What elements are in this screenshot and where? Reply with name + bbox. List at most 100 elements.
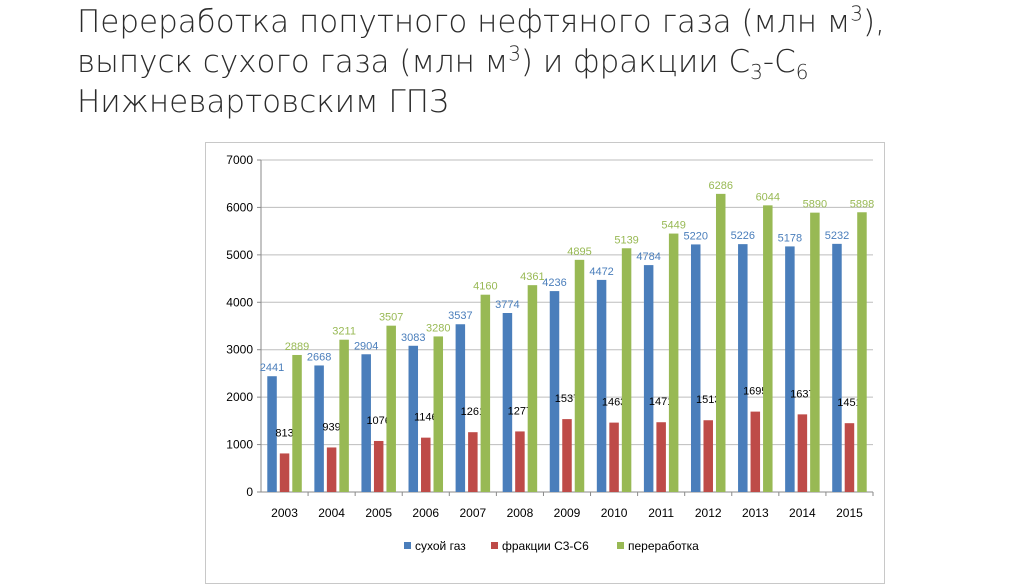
bar-3-2010 <box>621 248 632 492</box>
bar-1-2003 <box>267 376 277 492</box>
data-label-2-2015: 1451 <box>837 397 861 409</box>
bar-1-2013 <box>738 244 748 492</box>
data-label-2-2012: 1513 <box>696 394 720 406</box>
y-tick-label-2000: 2000 <box>226 390 253 404</box>
legend-swatch-2 <box>491 542 498 549</box>
x-tick-label-2003: 2003 <box>271 506 298 520</box>
y-tick-label-4000: 4000 <box>226 295 253 309</box>
x-tick-label-2004: 2004 <box>318 506 345 520</box>
bar-2-2006 <box>421 437 431 492</box>
data-label-1-2010: 4472 <box>589 266 613 278</box>
bar-2-2005 <box>373 440 384 492</box>
data-label-1-2008: 3774 <box>495 299 519 311</box>
x-tick-label-2011: 2011 <box>648 506 674 520</box>
x-tick-label-2005: 2005 <box>365 506 392 520</box>
data-label-1-2015: 5232 <box>825 230 849 242</box>
data-label-1-2011: 4784 <box>636 251 660 263</box>
bar-3-2007 <box>480 294 491 492</box>
data-label-2-2004: 939 <box>322 421 340 433</box>
data-label-2-2003: 813 <box>275 427 293 439</box>
data-label-3-2005: 3507 <box>379 312 403 324</box>
x-tick-label-2007: 2007 <box>459 506 486 520</box>
bar-2-2004 <box>326 447 337 492</box>
x-tick-label-2010: 2010 <box>601 506 628 520</box>
bar-2-2013 <box>750 411 761 492</box>
y-tick-label-7000: 7000 <box>226 153 253 167</box>
data-label-3-2015: 5898 <box>850 198 874 210</box>
y-tick-label-0: 0 <box>246 485 253 499</box>
bar-1-2006 <box>408 345 419 492</box>
bar-1-2012 <box>690 244 701 492</box>
data-label-2-2010: 1463 <box>602 397 626 409</box>
bar-2-2007 <box>468 432 478 492</box>
data-label-3-2010: 5139 <box>614 234 638 246</box>
x-tick-label-2012: 2012 <box>695 506 722 520</box>
bar-1-2011 <box>643 265 654 492</box>
y-tick-label-1000: 1000 <box>226 438 253 452</box>
data-label-2-2011: 1471 <box>649 396 673 408</box>
x-tick-label-2013: 2013 <box>742 506 769 520</box>
bar-3-2009 <box>574 259 585 492</box>
x-tick-label-2015: 2015 <box>836 506 863 520</box>
x-tick-label-2006: 2006 <box>412 506 439 520</box>
data-label-3-2003: 2889 <box>285 341 309 353</box>
bar-1-2009 <box>549 291 560 492</box>
data-label-2-2005: 1076 <box>366 415 390 427</box>
x-tick-label-2008: 2008 <box>507 506 534 520</box>
x-tick-label-2009: 2009 <box>554 506 581 520</box>
chart-frame: 0 1000 2000 3000 4000 5000 6000 7000 2003 2441 813… <box>205 142 885 584</box>
data-label-2-2007: 1261 <box>461 406 485 418</box>
data-label-3-2007: 4160 <box>473 281 497 293</box>
data-label-2-2006: 1146 <box>414 412 438 424</box>
bar-1-2015 <box>832 243 842 492</box>
bar-3-2003 <box>292 354 302 492</box>
x-tick-label-2014: 2014 <box>789 506 816 520</box>
bar-2-2010 <box>609 422 619 492</box>
bar-chart: 0 1000 2000 3000 4000 5000 6000 7000 2003 2441 813… <box>226 153 874 553</box>
bar-3-2008 <box>527 285 538 492</box>
legend-label-2: фракции С3-С6 <box>502 539 589 553</box>
bar-1-2004 <box>314 365 324 492</box>
y-tick-label-6000: 6000 <box>226 200 253 214</box>
data-label-3-2004: 3211 <box>332 326 356 338</box>
bar-1-2005 <box>361 354 371 492</box>
data-label-1-2005: 2904 <box>354 340 378 352</box>
bar-3-2012 <box>715 193 726 492</box>
bar-1-2008 <box>502 313 513 492</box>
data-label-1-2007: 3537 <box>448 310 472 322</box>
bar-2-2008 <box>515 431 525 492</box>
bar-1-2010 <box>596 279 607 492</box>
bar-2-2011 <box>656 422 666 492</box>
bar-1-2007 <box>455 324 466 492</box>
bar-2-2012 <box>703 420 713 492</box>
data-label-1-2013: 5226 <box>731 230 755 242</box>
legend-swatch-1 <box>404 542 411 549</box>
data-label-3-2014: 5890 <box>803 199 827 211</box>
data-label-2-2014: 1637 <box>790 388 814 400</box>
bar-3-2015 <box>857 212 867 492</box>
bar-2-2014 <box>797 414 808 492</box>
bar-3-2006 <box>433 336 444 492</box>
data-label-1-2003: 2441 <box>260 362 284 374</box>
data-label-1-2004: 2668 <box>307 351 331 363</box>
data-label-1-2006: 3083 <box>401 332 425 344</box>
bar-1-2014 <box>785 246 795 492</box>
data-label-2-2008: 1277 <box>508 405 532 417</box>
data-label-2-2013: 1695 <box>743 386 767 398</box>
legend-label-1: сухой газ <box>415 539 466 553</box>
bar-3-2005 <box>386 325 396 492</box>
data-label-2-2009: 1537 <box>555 393 579 405</box>
bar-2-2003 <box>279 453 290 492</box>
data-label-3-2009: 4895 <box>567 246 591 258</box>
bar-3-2013 <box>763 205 773 492</box>
bar-2-2009 <box>562 419 572 492</box>
data-label-1-2009: 4236 <box>542 277 566 289</box>
data-label-1-2014: 5178 <box>778 232 802 244</box>
data-label-3-2011: 5449 <box>661 220 685 232</box>
legend-label-3: переработка <box>628 539 699 553</box>
data-label-3-2008: 4361 <box>520 271 544 283</box>
legend-swatch-3 <box>617 542 624 549</box>
data-label-3-2006: 3280 <box>426 322 450 334</box>
y-tick-label-5000: 5000 <box>226 248 253 262</box>
bar-3-2014 <box>810 212 820 492</box>
